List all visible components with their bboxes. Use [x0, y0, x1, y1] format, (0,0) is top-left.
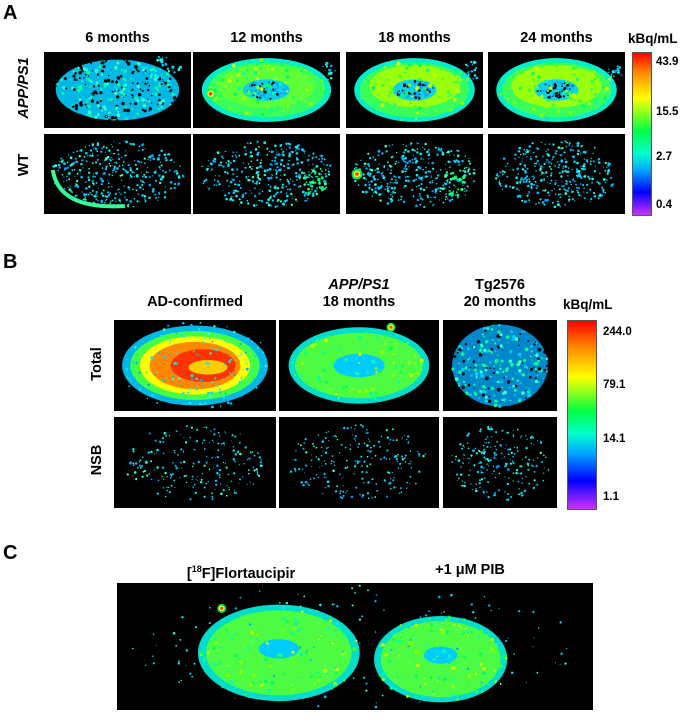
panel-c-label-prefix: [: [186, 565, 192, 582]
panel-b-colorbar-unit: kBq/mL: [563, 297, 613, 312]
panel-a-row-label-app-ps1: APP/PS1: [16, 57, 32, 119]
panel-b-image-ad-total: [114, 320, 276, 411]
autoradiograph: [201, 58, 336, 122]
autoradiograph: [50, 140, 185, 209]
autoradiograph: [451, 425, 550, 501]
autoradiograph: [55, 55, 182, 122]
panel-c-image: [117, 583, 593, 710]
panel-b-letter: B: [3, 251, 18, 273]
panel-b-col-header-3-line2: 20 months: [463, 294, 537, 310]
panel-a-col-header-1: 6 months: [85, 30, 150, 46]
panel-b-image-tg-total: [443, 320, 557, 411]
panel-b-col-header-3-line1: Tg2576: [475, 277, 525, 293]
autoradiograph: [122, 321, 269, 409]
panel-a-colorbar: [632, 52, 652, 216]
panel-a-colorbar-unit: kBq/mL: [628, 31, 678, 46]
panel-a-colorbar-tick: 43.9: [656, 56, 679, 68]
panel-b-colorbar: [567, 320, 597, 510]
panel-a-image-wt-12m: [193, 134, 340, 214]
panel-b-col-header-1: AD-confirmed: [147, 294, 243, 310]
panel-b-image-app-total: [279, 320, 439, 411]
autoradiograph: [495, 140, 614, 209]
panel-b-image-ad-nsb: [114, 417, 276, 508]
panel-b-row-label-nsb: NSB: [89, 444, 105, 476]
panel-a-colorbar-tick: 0.4: [656, 199, 672, 211]
autoradiograph: [354, 58, 479, 122]
autoradiograph: [451, 323, 549, 408]
autoradiograph: [201, 140, 332, 208]
panel-c-label-isotope: 18: [191, 564, 202, 574]
panel-a-image-wt-6m: [44, 134, 191, 214]
panel-b-col-header-2-line1: APP/PS1: [328, 277, 390, 293]
panel-a-image-wt-24m: [488, 134, 625, 214]
autoradiograph: [351, 142, 476, 209]
panel-a-image-app-24m: [488, 52, 625, 128]
autoradiograph: [289, 424, 427, 500]
autoradiograph: [496, 58, 622, 122]
panel-a-colorbar-tick: 2.7: [656, 151, 672, 163]
autoradiograph: [288, 322, 430, 404]
panel-c-letter: C: [3, 542, 18, 564]
panel-b-image-app-nsb: [279, 417, 439, 508]
autoradiograph: [132, 584, 568, 709]
panel-b-col-header-2-line2: 18 months: [322, 294, 396, 310]
panel-a-image-wt-18m: [346, 134, 483, 214]
panel-a-image-app-18m: [346, 52, 483, 128]
panel-a-col-header-3: 18 months: [378, 30, 451, 46]
panel-b-colorbar-tick: 14.1: [603, 433, 626, 445]
panel-c-label-flortaucipir: [18F]Flortaucipir: [166, 561, 316, 583]
panel-b-image-tg-nsb: [443, 417, 557, 508]
panel-a-colorbar-tick: 15.5: [656, 106, 679, 118]
panel-c-label-suffix: F]Flortaucipir: [201, 565, 296, 582]
panel-b-colorbar-tick: 1.1: [603, 491, 619, 503]
panel-a-image-app-12m: [193, 52, 340, 128]
panel-a-image-app-6m: [44, 52, 191, 128]
panel-b-row-label-total: Total: [89, 347, 105, 381]
panel-c-label-pib: +1 μM PIB: [435, 562, 505, 578]
panel-b-colorbar-tick: 244.0: [603, 326, 632, 338]
panel-b-colorbar-tick: 79.1: [603, 379, 626, 391]
panel-a-col-header-4: 24 months: [520, 30, 593, 46]
panel-a-row-label-wt: WT: [16, 153, 32, 177]
panel-a-letter: A: [3, 2, 18, 24]
panel-a-col-header-2: 12 months: [230, 30, 303, 46]
autoradiograph: [126, 425, 264, 501]
